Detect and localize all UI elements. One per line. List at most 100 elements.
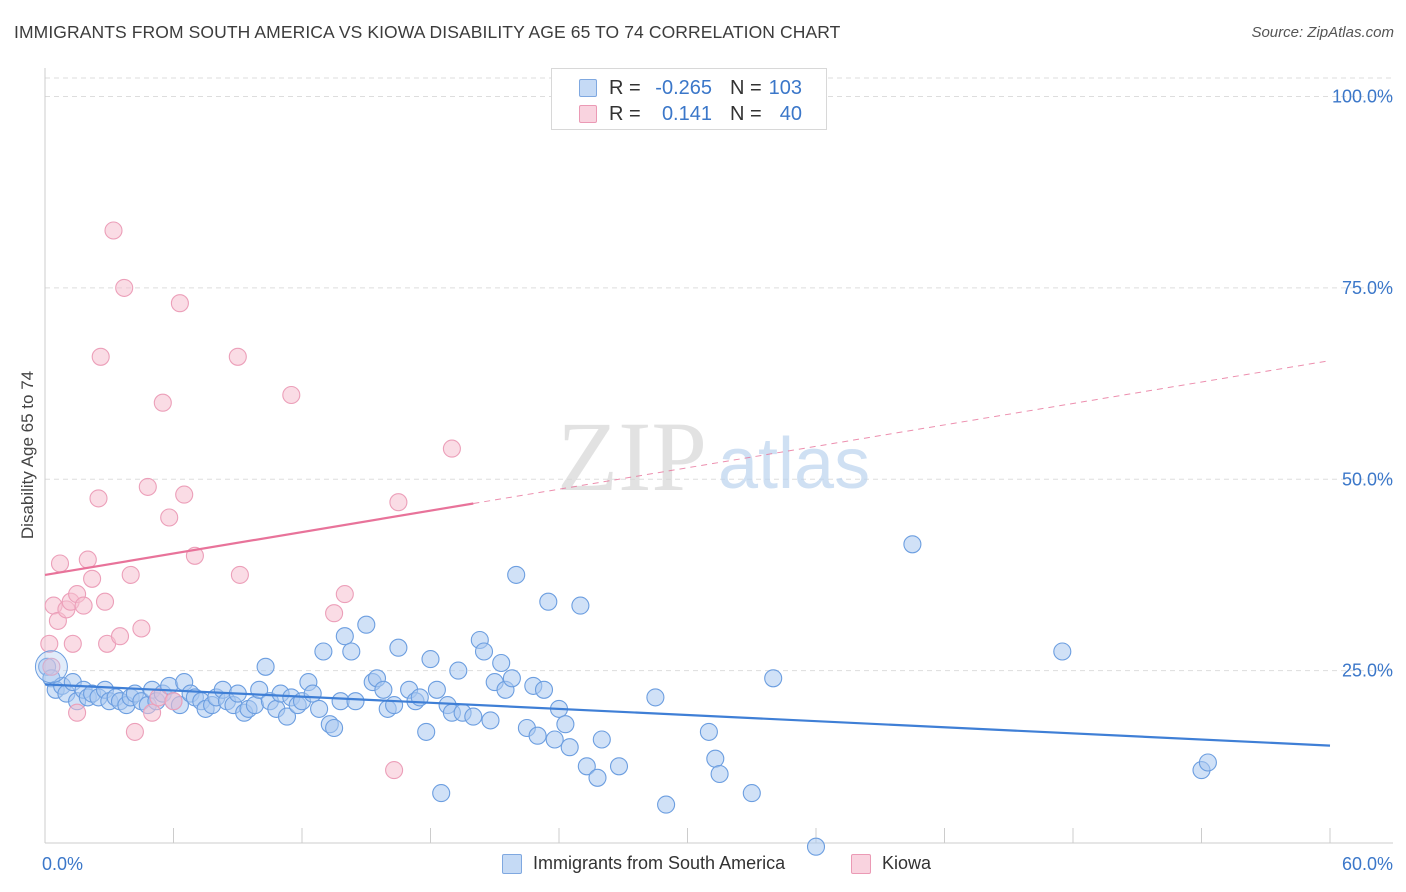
data-point-south-america (34, 650, 68, 684)
data-point-south-america (577, 757, 596, 776)
data-point-south-america (374, 680, 393, 699)
data-point-kiowa (230, 565, 249, 584)
legend-label: Kiowa (882, 853, 932, 873)
data-point-kiowa (282, 385, 301, 405)
data-point-kiowa (143, 703, 162, 722)
data-points (34, 221, 1217, 856)
data-point-south-america (427, 680, 446, 699)
legend-n-value: 103 (768, 77, 802, 99)
data-point-kiowa (138, 477, 157, 496)
data-point-south-america (421, 650, 440, 669)
data-point-kiowa (121, 565, 140, 584)
data-point-south-america (534, 680, 554, 699)
legend-row-kiowa: R = 0.141 N = 40 (552, 101, 826, 127)
data-point-south-america (1053, 642, 1072, 661)
legend-swatch-blue (579, 79, 597, 97)
data-point-south-america (588, 768, 607, 787)
data-point-south-america (389, 638, 408, 657)
data-point-south-america (903, 535, 922, 554)
data-point-kiowa (110, 627, 130, 646)
data-point-south-america (314, 642, 333, 661)
data-point-south-america (1198, 753, 1217, 772)
data-point-south-america (764, 669, 783, 688)
data-point-south-america (560, 738, 579, 757)
data-point-south-america (417, 722, 436, 741)
data-point-south-america (481, 711, 500, 730)
data-point-south-america (806, 837, 826, 856)
x-tick-label: 60.0% (1342, 854, 1393, 874)
data-point-kiowa (153, 393, 172, 412)
data-point-kiowa (125, 722, 144, 741)
watermark: ZIP atlas (557, 401, 870, 512)
data-point-south-america (571, 596, 590, 615)
data-point-kiowa (89, 489, 108, 508)
data-point-kiowa (132, 619, 151, 638)
data-point-kiowa (175, 485, 194, 504)
legend-swatch-blue (502, 854, 522, 874)
legend-r-label: R = (609, 103, 641, 125)
data-point-south-america (310, 699, 329, 718)
data-point-south-america (592, 730, 611, 749)
legend-row-south-america: R = -0.265 N = 103 (552, 75, 826, 101)
y-tick-label: 25.0% (1342, 661, 1393, 681)
tick-labels: 25.0% 50.0% 75.0% 100.0% 0.0% 60.0% (42, 87, 1393, 875)
data-point-south-america (609, 757, 629, 776)
grid-lines (45, 77, 1393, 672)
data-point-south-america (710, 764, 729, 784)
data-point-kiowa (78, 550, 97, 569)
legend-swatch-pink (851, 854, 871, 874)
data-point-kiowa (40, 634, 59, 653)
data-point-south-america (545, 730, 564, 749)
data-point-kiowa (104, 221, 123, 240)
data-point-kiowa (149, 688, 168, 707)
data-point-south-america (646, 688, 665, 707)
data-point-south-america (342, 642, 361, 661)
data-point-south-america (502, 669, 521, 688)
y-tick-label: 75.0% (1342, 278, 1393, 298)
data-point-south-america (492, 653, 511, 673)
data-point-south-america (303, 684, 322, 703)
data-point-south-america (346, 692, 365, 711)
data-point-south-america (464, 707, 483, 726)
data-point-south-america (432, 784, 451, 803)
data-point-kiowa (63, 634, 82, 653)
data-point-south-america (335, 627, 354, 646)
x-tick-label: 0.0% (42, 854, 83, 874)
data-point-kiowa (335, 585, 354, 604)
data-point-kiowa (95, 592, 115, 611)
legend-r-label: R = (609, 77, 641, 99)
chart-title: IMMIGRANTS FROM SOUTH AMERICA VS KIOWA D… (14, 22, 841, 42)
trend-line-kiowa-extension (473, 360, 1331, 504)
data-point-south-america (277, 707, 297, 726)
data-point-south-america (657, 795, 676, 814)
data-point-south-america (385, 696, 404, 715)
y-tick-label: 100.0% (1332, 87, 1393, 107)
legend-r-value: -0.265 (655, 77, 712, 99)
data-point-kiowa (91, 347, 110, 366)
data-point-south-america (528, 726, 547, 745)
data-point-south-america (245, 696, 264, 715)
source-credit: Source: ZipAtlas.com (1251, 24, 1394, 41)
data-point-kiowa (68, 703, 87, 722)
data-point-south-america (474, 642, 494, 661)
data-point-kiowa (164, 692, 183, 711)
data-point-kiowa (325, 604, 344, 623)
data-point-kiowa (170, 294, 189, 313)
trend-line-south-america (44, 683, 1331, 747)
data-point-south-america (706, 749, 725, 768)
data-point-kiowa (83, 569, 102, 588)
watermark-zip: ZIP (557, 401, 707, 512)
data-point-kiowa (442, 439, 461, 458)
legend-swatch-pink (579, 105, 597, 123)
data-point-kiowa (385, 761, 404, 780)
legend-r-value: 0.141 (661, 103, 712, 125)
data-point-south-america (256, 657, 275, 676)
legend-n-label: N = (730, 77, 762, 99)
data-point-kiowa (389, 493, 408, 512)
legend-label: Immigrants from South America (533, 853, 786, 873)
data-point-south-america (507, 565, 526, 584)
data-point-south-america (449, 661, 468, 680)
data-point-kiowa (74, 596, 93, 615)
data-point-south-america (556, 715, 575, 734)
